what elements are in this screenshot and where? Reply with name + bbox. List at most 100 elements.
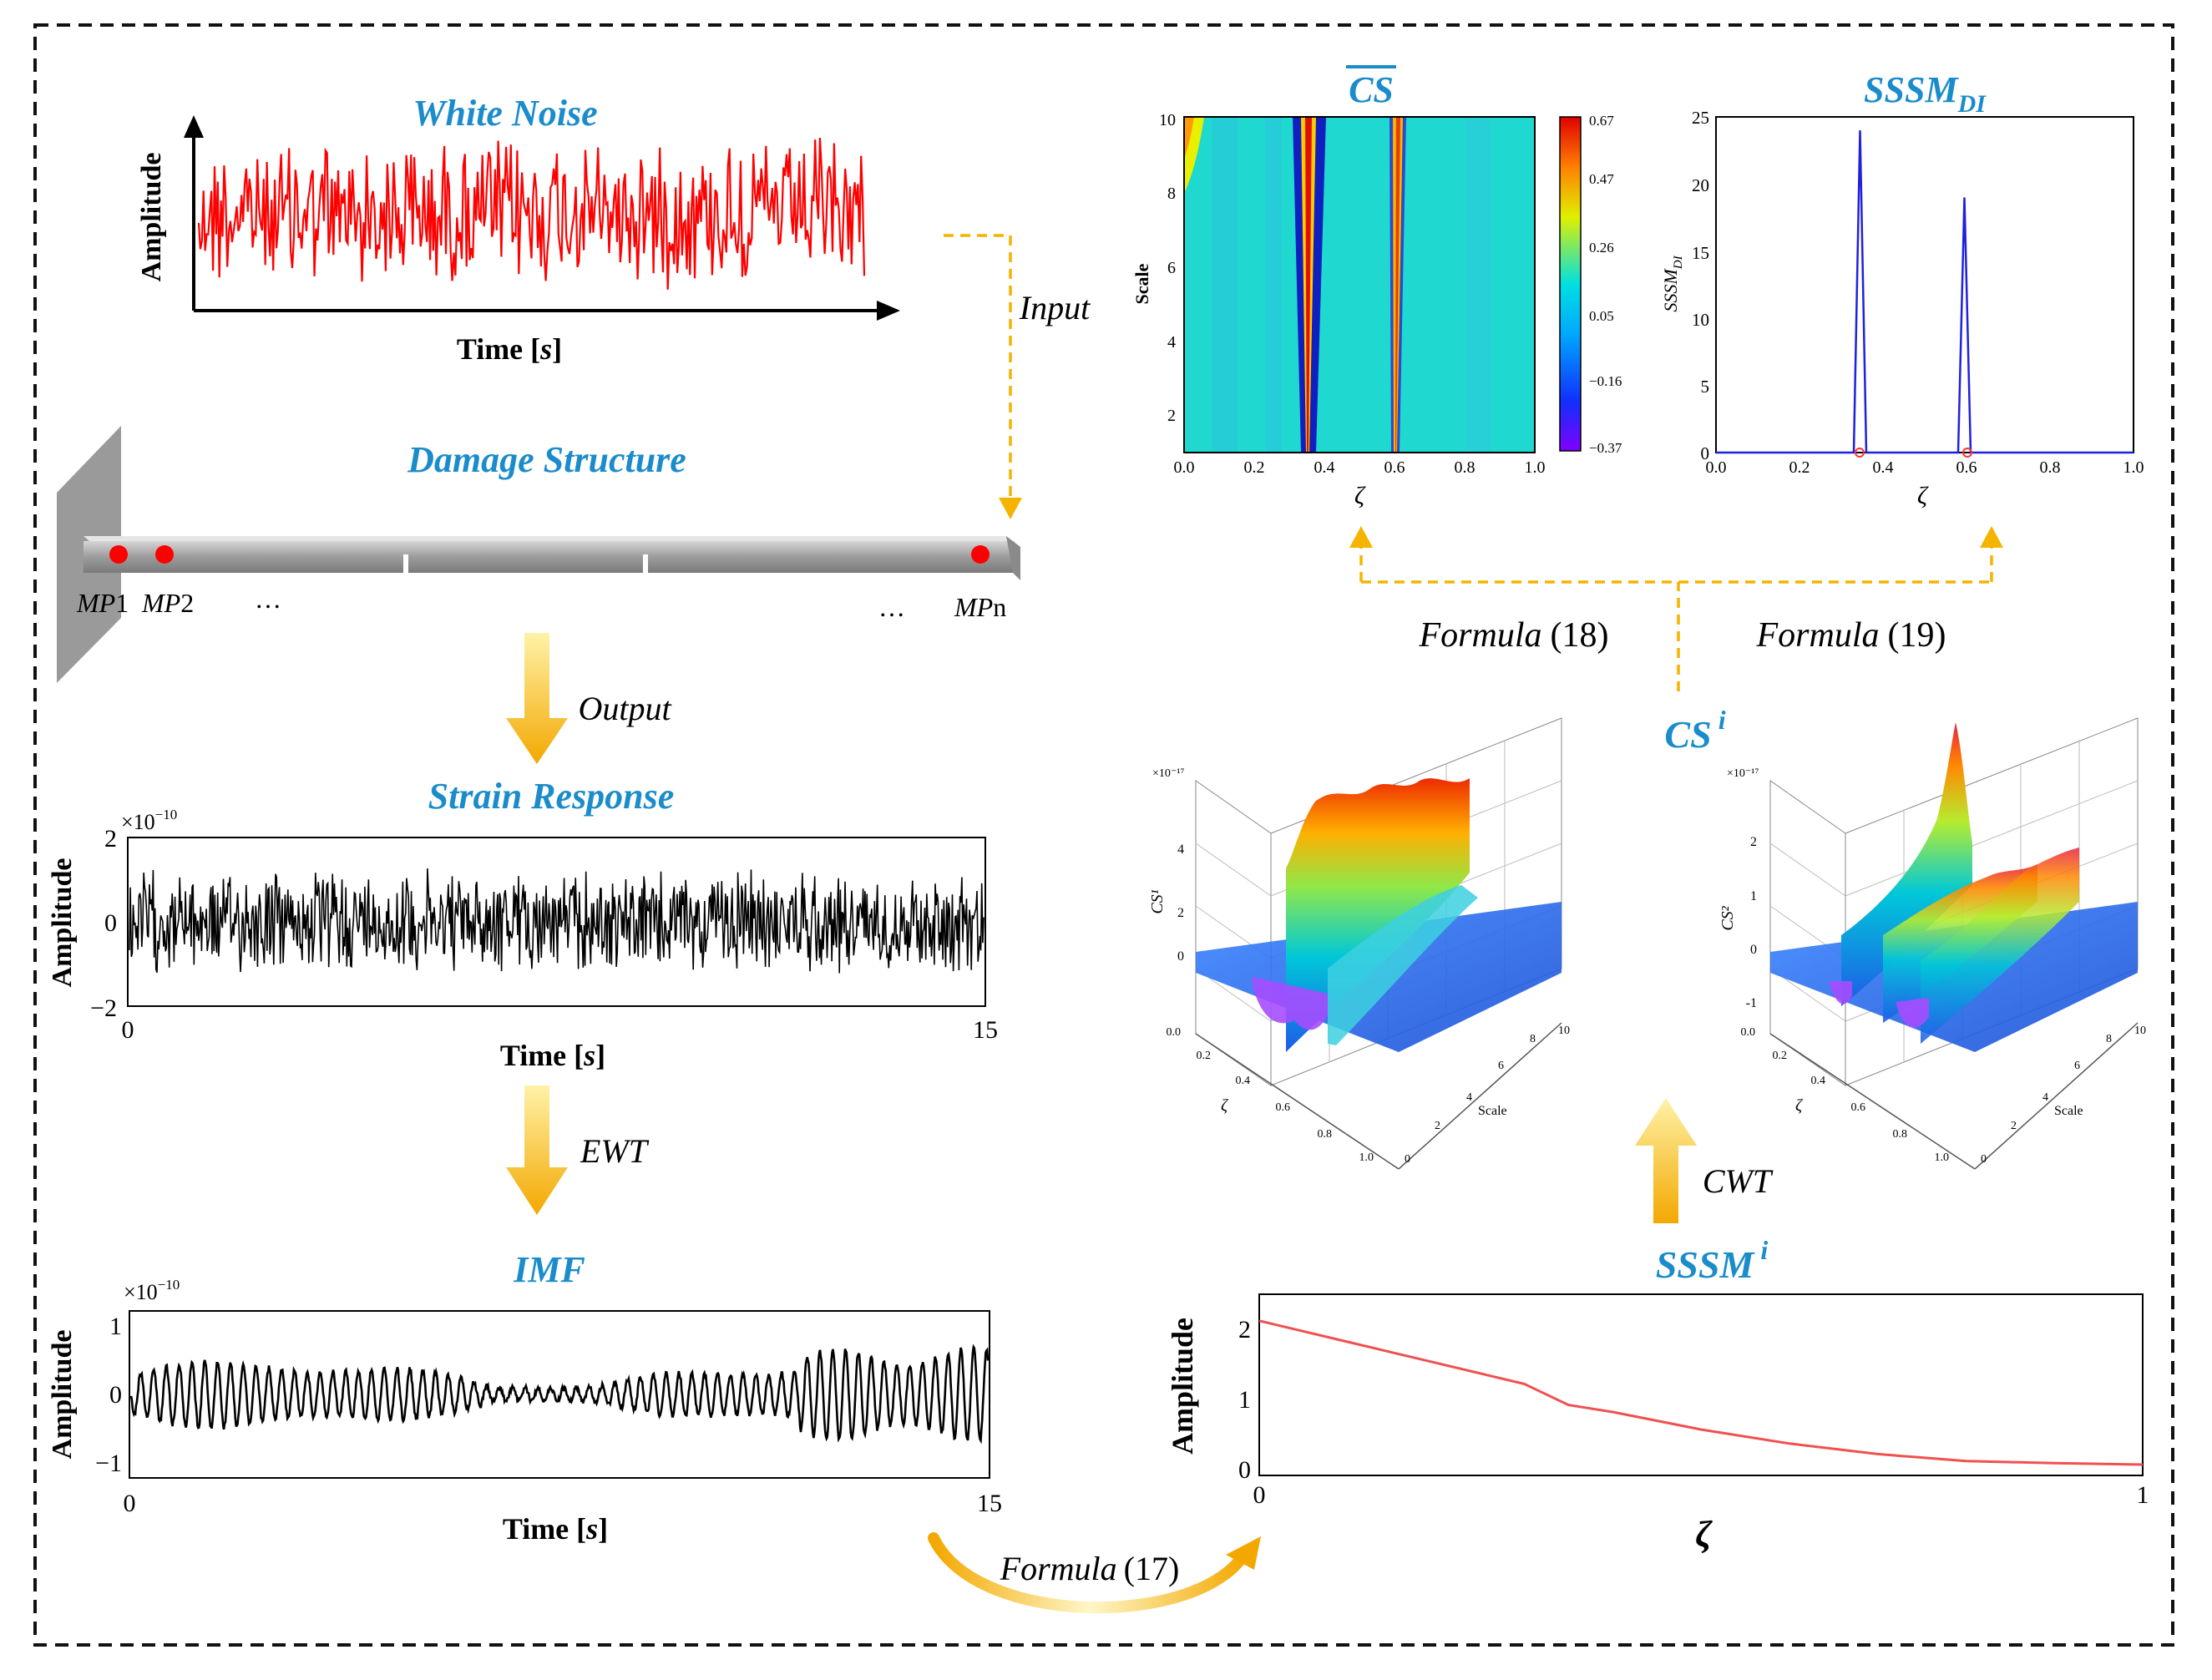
cs2-xtick-3: 0.6 bbox=[1851, 1101, 1866, 1114]
imf-plot-frame bbox=[129, 1310, 990, 1479]
white-noise-title: White Noise bbox=[413, 93, 597, 134]
cs2-xtick-1: 0.2 bbox=[1773, 1050, 1788, 1062]
imf-ytick-1: 1 bbox=[109, 1313, 122, 1340]
cs-xtick-02: 0.2 bbox=[1244, 458, 1265, 477]
cs2-xtick-5: 1.0 bbox=[1935, 1151, 1950, 1164]
sssm-di-xlabel: ζ bbox=[1917, 482, 1929, 509]
sssm-di-frame bbox=[1715, 116, 2134, 453]
cs2-ytick-10: 10 bbox=[2134, 1025, 2146, 1037]
crack-1 bbox=[403, 554, 408, 573]
cs2-xtick-2: 0.4 bbox=[1811, 1075, 1826, 1087]
cs2-peak-ridge bbox=[1841, 722, 1972, 1006]
sssm-di-ytick-10: 10 bbox=[1692, 310, 1709, 330]
mp2-label: MP2 bbox=[141, 588, 194, 618]
mpn-label: MPn bbox=[954, 592, 1006, 622]
ellipsis-left: … bbox=[255, 584, 281, 614]
white-noise-panel: White Noise Amplitude Time [s] bbox=[136, 93, 900, 366]
measure-point-mp2 bbox=[155, 545, 174, 564]
cs1-back-wall-left bbox=[1195, 780, 1272, 1086]
output-label: Output bbox=[578, 690, 671, 727]
sssm-di-xtick-02: 0.2 bbox=[1789, 458, 1810, 477]
sssm-di-ytick-0: 0 bbox=[1701, 443, 1710, 463]
sssm-i-panel: SSSM i Amplitude 2 1 0 0 1 ζ bbox=[1166, 1235, 2149, 1555]
cs1-axis-left bbox=[1195, 1033, 1400, 1170]
cs1-xtick-1: 0.2 bbox=[1197, 1050, 1212, 1062]
sssm-di-ytick-15: 15 bbox=[1692, 243, 1709, 263]
sssm-di-title: SSSMDI bbox=[1864, 69, 1987, 118]
cs-heatmap-corner-hotspot-core bbox=[1184, 117, 1194, 159]
sssm-di-marker-2 bbox=[1962, 448, 1972, 458]
cs2-ridge-3 bbox=[1921, 848, 2079, 1044]
formula-18-19-arrows: Formula (18) Formula (19) bbox=[1349, 526, 2003, 691]
sssm-i-ytick-0: 0 bbox=[1238, 1456, 1251, 1484]
damage-structure: Damage Structure MP1 MP2 … … MPn bbox=[57, 426, 1020, 683]
sssm-i-frame bbox=[1258, 1293, 2144, 1476]
cs1-ytick-0: 0 bbox=[1405, 1153, 1410, 1166]
cs2-ytick-2: 2 bbox=[2011, 1120, 2017, 1132]
cs-colorbar bbox=[1559, 116, 1582, 452]
crack-2 bbox=[643, 554, 648, 573]
measure-point-mp1 bbox=[109, 545, 128, 564]
cs2-axis-left bbox=[1769, 1033, 1976, 1170]
white-noise-y-arrowhead bbox=[184, 115, 204, 138]
ellipsis-right: … bbox=[878, 592, 905, 622]
sssm-i-ytick-1: 1 bbox=[1238, 1386, 1251, 1414]
strain-ytick-m2: −2 bbox=[90, 994, 117, 1022]
strain-exponent: ×10−10 bbox=[121, 807, 177, 834]
sssm-i-xlabel: ζ bbox=[1695, 1514, 1713, 1555]
cs-colorbar-tick-3: 0.05 bbox=[1589, 308, 1614, 324]
cs1-ytick-4: 4 bbox=[1466, 1091, 1472, 1104]
strain-signal bbox=[129, 868, 985, 974]
cs-colorbar-tick-5: −0.37 bbox=[1589, 440, 1622, 456]
strain-ytick-2: 2 bbox=[104, 825, 117, 853]
cs1-xaxis-label: ζ bbox=[1221, 1096, 1229, 1115]
cs2-ytick-8: 8 bbox=[2106, 1033, 2112, 1045]
imf-ytick-0: 0 bbox=[109, 1381, 122, 1409]
cs-xtick-06: 0.6 bbox=[1384, 458, 1405, 477]
cs-ytick-2: 2 bbox=[1167, 407, 1176, 425]
cs-ytick-10: 10 bbox=[1159, 111, 1176, 129]
outer-frame bbox=[33, 23, 2174, 1647]
cs-colorbar-tick-0: 0.67 bbox=[1589, 113, 1614, 129]
cs2-xtick-0: 0.0 bbox=[1741, 1026, 1756, 1039]
white-noise-signal bbox=[197, 137, 866, 290]
imf-panel: IMF ×10−10 Amplitude 1 0 −1 0 15 Time [s… bbox=[47, 1249, 1002, 1546]
cs-heatmap-shade-2 bbox=[1265, 117, 1282, 453]
cs2-ztick-m1: -1 bbox=[1746, 996, 1757, 1010]
sssm-di-xtick-10: 1.0 bbox=[2123, 458, 2144, 477]
cs-xlabel: ζ bbox=[1354, 482, 1366, 509]
sssm-i-xtick-0: 0 bbox=[1253, 1481, 1266, 1509]
strain-xtick-0: 0 bbox=[122, 1016, 134, 1044]
cs2-xtick-4: 0.8 bbox=[1893, 1128, 1908, 1141]
imf-xtick-0: 0 bbox=[124, 1490, 136, 1517]
cs2-back-wall-left bbox=[1769, 780, 1846, 1086]
cs2-3d-surface: ×10⁻¹⁷ CS² 2 1 0 -1 0.0 0.2 0.4 0.6 0.8 … bbox=[1718, 717, 2146, 1170]
cs1-ztick-0: 0 bbox=[1177, 949, 1184, 964]
cs-xtick-08: 0.8 bbox=[1455, 458, 1476, 477]
ewt-label: EWT bbox=[580, 1132, 650, 1170]
white-noise-xlabel: Time [s] bbox=[457, 332, 562, 366]
cs-heatmap-panel: CS Scale 10 8 6 4 2 0.0 0.2 0.4 0.6 0.8 … bbox=[1131, 65, 1622, 509]
cs-ytick-6: 6 bbox=[1167, 259, 1176, 277]
imf-ytick-m1: −1 bbox=[95, 1450, 122, 1477]
imf-xlabel: Time [s] bbox=[503, 1512, 608, 1546]
cs2-dip bbox=[1829, 981, 1929, 1028]
cs2-axis-right bbox=[1974, 1022, 2139, 1170]
formula-19-label: Formula (19) bbox=[1756, 616, 1946, 655]
white-noise-ylabel: Amplitude bbox=[136, 153, 167, 282]
mp1-label: MP1 bbox=[76, 588, 129, 618]
strain-ytick-0: 0 bbox=[104, 909, 117, 937]
beam bbox=[84, 541, 1015, 573]
white-noise-x-arrowhead bbox=[877, 301, 900, 321]
formula-17-label: Formula (17) bbox=[1000, 1550, 1180, 1587]
cs1-xtick-2: 0.4 bbox=[1236, 1075, 1251, 1087]
cs1-dip bbox=[1253, 977, 1328, 1030]
cs1-xtick-5: 1.0 bbox=[1359, 1151, 1374, 1164]
sssm-i-ytick-2: 2 bbox=[1238, 1316, 1251, 1343]
cs1-yaxis-label: Scale bbox=[1478, 1104, 1507, 1118]
input-label: Input bbox=[1019, 289, 1091, 326]
imf-signal bbox=[129, 1343, 990, 1445]
cs2-ztick-1: 1 bbox=[1750, 889, 1757, 903]
cs2-ztick-2: 2 bbox=[1750, 835, 1757, 849]
cs1-ztick-2: 2 bbox=[1177, 906, 1184, 920]
